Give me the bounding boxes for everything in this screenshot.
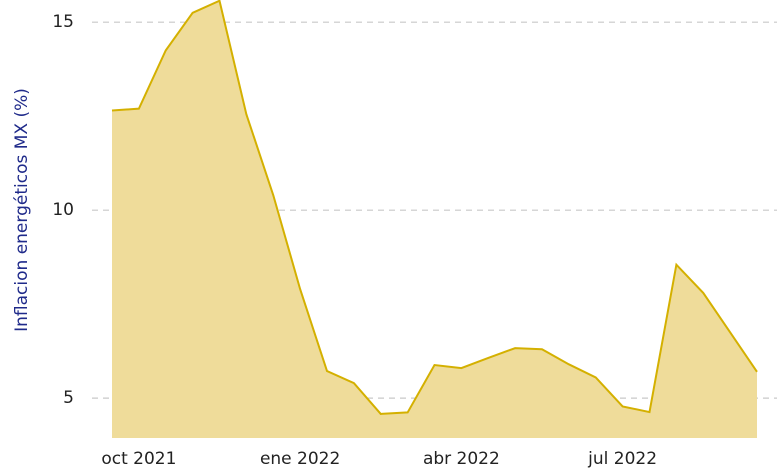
y-tick-label: 10: [52, 200, 74, 220]
y-axis-label: Inflacion energéticos MX (%): [12, 88, 32, 332]
x-tick-label: jul 2022: [587, 449, 657, 469]
line: [111, 0, 758, 415]
x-tick-label: abr 2022: [423, 449, 500, 469]
x-tick-label: oct 2021: [101, 449, 176, 469]
area: [112, 0, 757, 439]
y-tick-label: 5: [63, 388, 74, 408]
x-tick-label: ene 2022: [260, 449, 340, 469]
y-tick-label: 15: [52, 12, 74, 32]
